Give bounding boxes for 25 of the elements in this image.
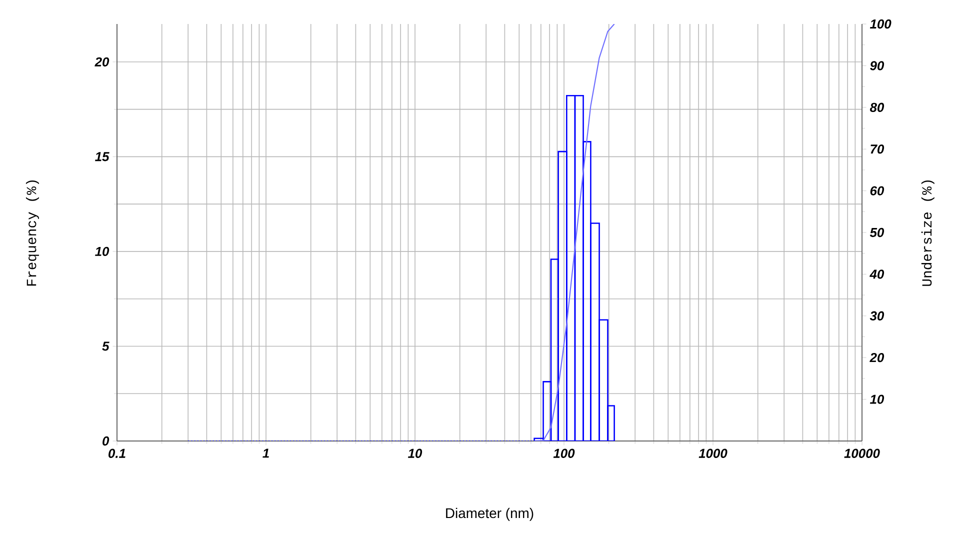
y-tick-label: 15	[95, 152, 110, 162]
y-tick-label: 0	[102, 436, 110, 446]
y2-tick-label: 30	[870, 311, 884, 320]
y2-tick-label: 70	[870, 144, 884, 154]
y2-tick-label: 90	[870, 61, 884, 70]
y2-tick-label: 10	[870, 394, 884, 404]
x-tick-label: 1000	[698, 448, 728, 458]
x-tick-label: 10000	[844, 448, 880, 458]
y2-axis-title: Undersize (%)	[921, 180, 934, 286]
y2-tick-label: 80	[870, 102, 884, 112]
x-tick-label: 0.1	[108, 448, 126, 458]
y-tick-label: 20	[94, 57, 110, 66]
y2-tick-label: 20	[870, 353, 884, 362]
y-tick-label: 5	[102, 342, 110, 351]
y2-tick-label: 100	[870, 19, 892, 29]
y-tick-label: 10	[95, 246, 110, 256]
y2-tick-label: 60	[870, 186, 884, 196]
x-tick-label: 10	[408, 448, 422, 458]
y2-tick-label: 50	[870, 228, 884, 238]
y-axis-title: Frequency (%)	[26, 180, 39, 286]
x-axis-title: Diameter (nm)	[446, 508, 534, 521]
x-tick-label: 1	[262, 448, 269, 458]
y2-tick-label: 40	[870, 270, 884, 279]
line-series	[534, 24, 615, 441]
x-tick-label: 100	[553, 448, 575, 458]
